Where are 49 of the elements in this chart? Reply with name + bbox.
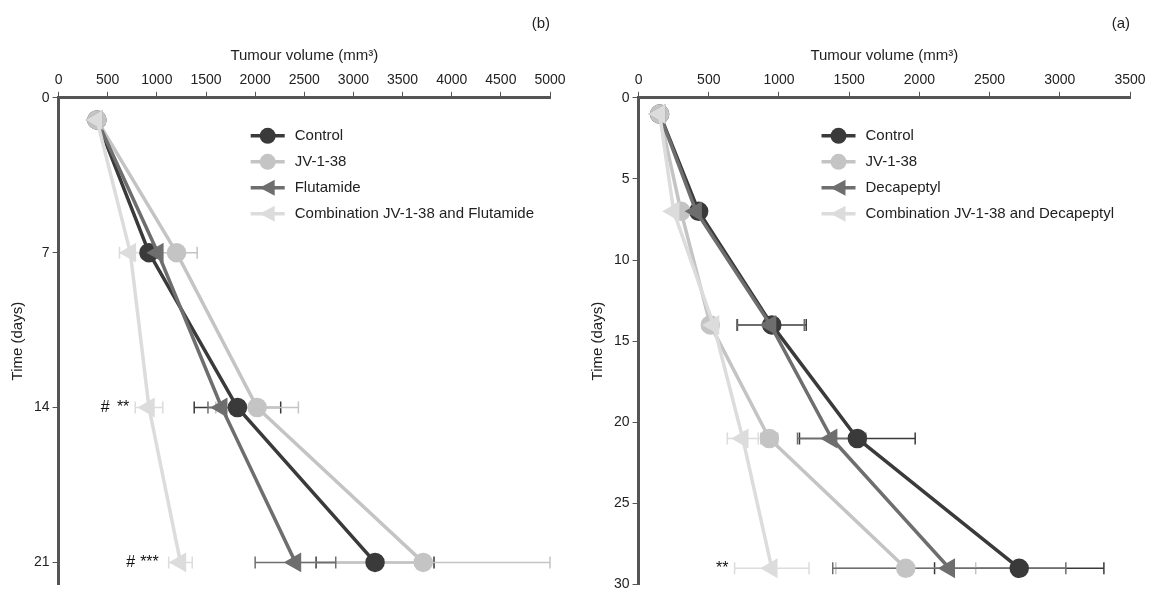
legend-label: Decapeptyl <box>865 177 941 195</box>
y-tick-label: 14 <box>33 398 50 415</box>
x-tick-label: 0 <box>54 71 63 88</box>
x-tick-label: 1000 <box>141 71 173 88</box>
y-tick-label: 0 <box>621 88 630 105</box>
y-tick-label: 25 <box>613 494 630 511</box>
legend-label: JV-1-38 <box>294 151 347 169</box>
legend-label: Combination JV-1-38 and Decapeptyl <box>865 203 1114 221</box>
chart-title: (a) <box>1111 14 1130 32</box>
legend-label: Combination JV-1-38 and Flutamide <box>294 203 534 221</box>
legend-label: Control <box>865 125 914 143</box>
x-tick-label: 1000 <box>763 71 795 88</box>
legend-label: Flutamide <box>294 177 361 195</box>
annotation: ** <box>715 558 729 576</box>
x-tick-label: 5000 <box>534 71 566 88</box>
x-tick-label: 500 <box>697 71 721 88</box>
y-tick-label: 5 <box>621 169 630 186</box>
x-tick-label: 4000 <box>436 71 468 88</box>
y-tick-label: 15 <box>613 332 630 349</box>
annotation: ** <box>116 397 130 415</box>
x-tick-label: 3500 <box>386 71 419 88</box>
y-tick-label: 10 <box>613 250 630 267</box>
x-tick-label: 3000 <box>337 71 370 88</box>
y-tick-label: 0 <box>41 88 50 105</box>
chart-title: (b) <box>531 14 550 32</box>
x-tick-label: 500 <box>96 71 120 88</box>
y-axis-title: Time (days) <box>588 301 606 381</box>
x-tick-label: 3000 <box>1044 71 1076 88</box>
x-tick-label: 1500 <box>833 71 865 88</box>
y-tick-label: 20 <box>613 413 630 430</box>
x-axis-title: Tumour volume (mm³) <box>230 46 379 64</box>
x-tick-label: 2000 <box>239 71 271 88</box>
x-tick-label: 2500 <box>288 71 321 88</box>
annotation: *** <box>140 552 159 570</box>
x-tick-label: 2500 <box>974 71 1006 88</box>
legend-label: JV-1-38 <box>865 151 918 169</box>
annotation: # <box>100 397 110 415</box>
y-tick-label: 30 <box>613 575 630 592</box>
x-tick-label: 0 <box>634 71 643 88</box>
x-axis-title: Tumour volume (mm³) <box>810 46 959 64</box>
x-tick-label: 3500 <box>1114 71 1146 88</box>
y-tick-label: 21 <box>33 553 50 570</box>
y-axis-title: Time (days) <box>8 301 26 381</box>
x-tick-label: 2000 <box>903 71 936 88</box>
x-tick-label: 4500 <box>485 71 517 88</box>
legend-label: Control <box>294 125 344 143</box>
annotation: # <box>126 552 136 570</box>
y-tick-label: 7 <box>41 243 50 260</box>
x-tick-label: 1500 <box>190 71 222 88</box>
